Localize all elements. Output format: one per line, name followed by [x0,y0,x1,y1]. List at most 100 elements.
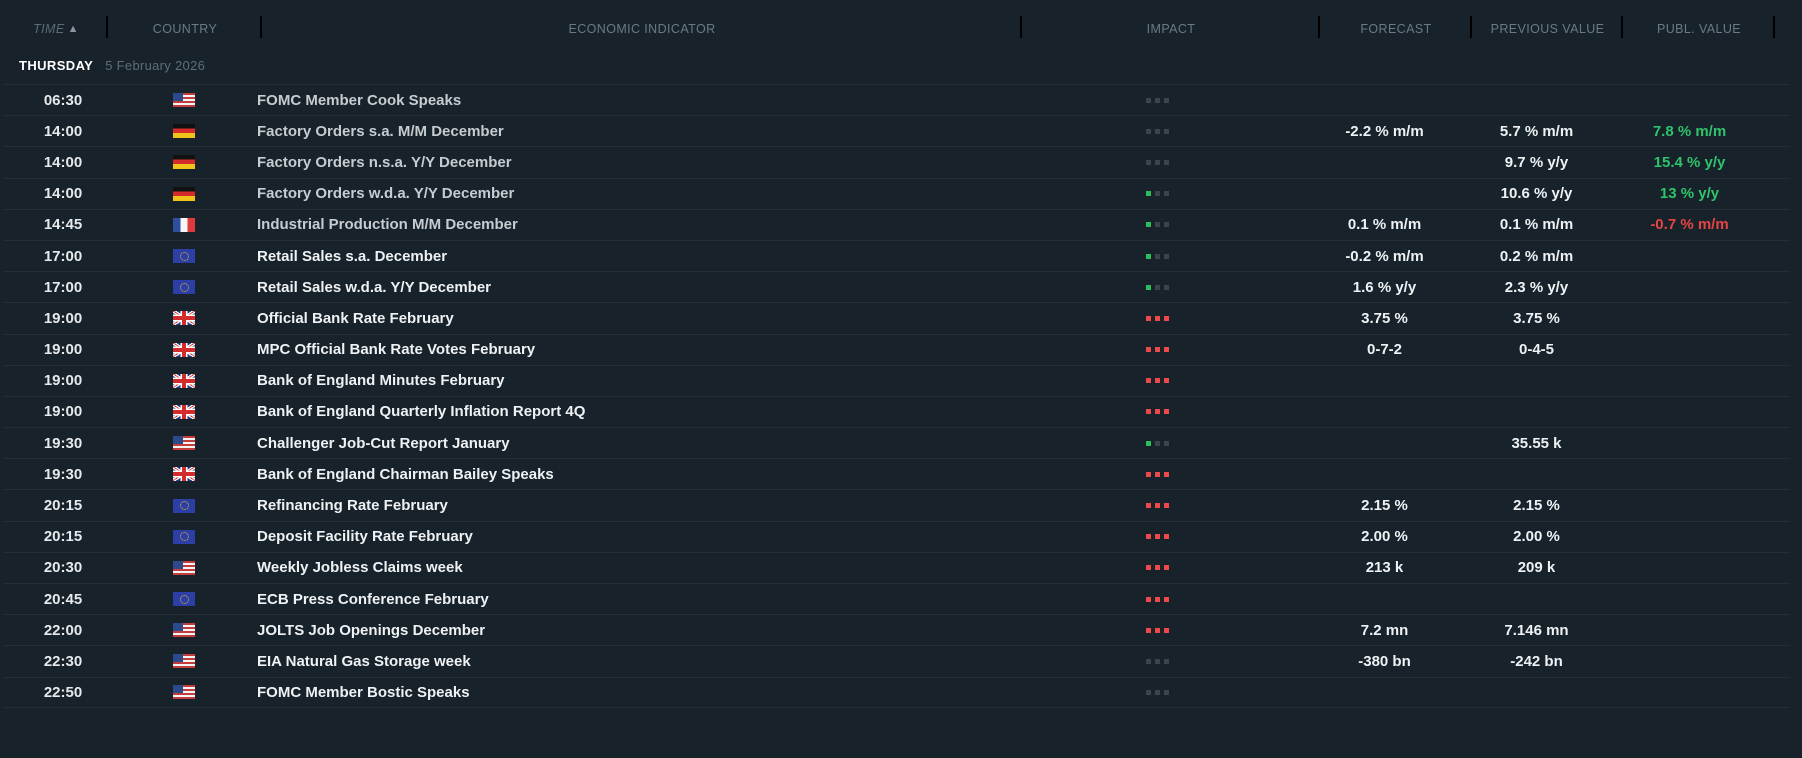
country-cell [172,490,196,520]
event-indicator-name[interactable]: Weekly Jobless Claims week [257,559,463,577]
impact-cell [1146,303,1186,333]
event-indicator-name[interactable]: Bank of England Quarterly Inflation Repo… [257,403,586,421]
previous-value [1459,584,1614,614]
table-row[interactable]: 19:00 Official Bank Rate February 3.75 %… [4,302,1790,333]
column-header-country[interactable]: COUNTRY [108,12,262,46]
previous-value: 3.75 % [1513,309,1560,327]
event-indicator-name[interactable]: Retail Sales w.d.a. Y/Y December [257,278,492,296]
column-header-published[interactable]: PUBL. VALUE [1623,12,1775,46]
table-row[interactable]: 22:50 FOMC Member Bostic Speaks [4,676,1790,708]
event-indicator-name[interactable]: MPC Official Bank Rate Votes February [257,341,536,359]
previous-value: 2.3 % y/y [1504,278,1569,296]
forecast-value: 7.2 mn [1360,621,1409,639]
table-row[interactable]: 14:00 Factory Orders w.d.a. Y/Y December… [4,177,1790,209]
column-header-previous[interactable]: PREVIOUS VALUE [1472,12,1623,46]
previous-value: 209 k [1517,559,1556,577]
event-time: 14:45 [43,216,83,234]
event-indicator-name[interactable]: Factory Orders w.d.a. Y/Y December [257,185,515,203]
table-row[interactable]: 19:30 Challenger Job-Cut Report January … [4,427,1790,458]
column-resize-handle[interactable] [106,16,108,38]
impact-indicator-icon [1146,97,1169,103]
forecast-value: 213 k [1365,559,1404,577]
impact-indicator-icon [1146,658,1169,664]
event-indicator-name[interactable]: Refinancing Rate February [257,497,448,515]
impact-cell [1146,210,1186,240]
previous-value: 0-4-5 [1518,341,1555,359]
table-row[interactable]: 22:30 EIA Natural Gas Storage week -380 … [4,645,1790,676]
column-resize-handle[interactable] [1470,16,1472,38]
event-indicator-name[interactable]: Factory Orders n.s.a. Y/Y December [257,153,512,171]
column-resize-handle[interactable] [1773,16,1775,38]
event-time: 17:00 [43,278,83,296]
event-indicator-name[interactable]: Official Bank Rate February [257,309,454,327]
event-indicator-name[interactable]: Factory Orders s.a. M/M December [257,122,504,140]
event-indicator-name[interactable]: Deposit Facility Rate February [257,528,473,546]
country-cell [172,584,196,614]
event-time: 19:30 [43,465,83,483]
event-indicator-name[interactable]: Bank of England Chairman Bailey Speaks [257,465,554,483]
country-cell [172,366,196,396]
flag-gb-icon [173,404,195,419]
table-row[interactable]: 06:30 FOMC Member Cook Speaks [4,84,1790,115]
time-header-label: TIME [33,22,65,36]
event-time: 19:00 [43,403,83,421]
forecast-value [1307,147,1462,177]
table-row[interactable]: 20:15 Deposit Facility Rate February 2.0… [4,520,1790,552]
flag-us-icon [173,685,195,700]
flag-us-icon [173,93,195,108]
event-indicator-name[interactable]: Industrial Production M/M December [257,216,518,234]
event-indicator-name[interactable]: ECB Press Conference February [257,590,489,608]
table-row[interactable]: 14:00 Factory Orders s.a. M/M December -… [4,115,1790,146]
event-indicator-name[interactable]: Bank of England Minutes February [257,372,505,390]
forecast-value [1307,85,1462,115]
table-row[interactable]: 19:00 Bank of England Minutes February [4,364,1790,396]
table-row[interactable]: 19:00 MPC Official Bank Rate Votes Febru… [4,333,1790,365]
table-row[interactable]: 20:45 ECB Press Conference February [4,583,1790,614]
column-header-time[interactable]: TIME ▲ [4,12,108,46]
table-row[interactable]: 14:45 Industrial Production M/M December… [4,208,1790,240]
table-row[interactable]: 22:00 JOLTS Job Openings December 7.2 mn… [4,614,1790,645]
table-row[interactable]: 20:30 Weekly Jobless Claims week 213 k 2… [4,551,1790,583]
impact-cell [1146,85,1186,115]
previous-value: 10.6 % y/y [1500,185,1573,203]
forecast-value [1307,366,1462,396]
event-time: 19:00 [43,372,83,390]
column-resize-handle[interactable] [1621,16,1623,38]
impact-indicator-icon [1146,284,1169,290]
table-row[interactable]: 20:15 Refinancing Rate February 2.15 % 2… [4,489,1790,520]
indicator-header-label: ECONOMIC INDICATOR [568,22,716,36]
country-cell [172,615,196,645]
event-indicator-name[interactable]: Retail Sales s.a. December [257,247,448,265]
table-row[interactable]: 17:00 Retail Sales w.d.a. Y/Y December 1… [4,271,1790,302]
table-row[interactable]: 14:00 Factory Orders n.s.a. Y/Y December… [4,146,1790,177]
event-indicator-name[interactable]: EIA Natural Gas Storage week [257,652,471,670]
event-indicator-name[interactable]: FOMC Member Bostic Speaks [257,683,470,701]
event-time: 06:30 [43,91,83,109]
table-row[interactable]: 19:30 Bank of England Chairman Bailey Sp… [4,458,1790,489]
event-time: 22:50 [43,683,83,701]
flag-de-icon [173,155,195,170]
column-header-impact[interactable]: IMPACT [1022,12,1320,46]
table-header: TIME ▲ COUNTRY ECONOMIC INDICATOR IMPACT… [4,12,1790,46]
column-resize-handle[interactable] [260,16,262,38]
event-indicator-name[interactable]: JOLTS Job Openings December [257,621,486,639]
event-indicator-name[interactable]: Challenger Job-Cut Report January [257,434,510,452]
event-indicator-name[interactable]: FOMC Member Cook Speaks [257,91,462,109]
impact-indicator-icon [1146,315,1169,321]
event-time: 17:00 [43,247,83,265]
impact-cell [1146,241,1186,271]
previous-value: 2.15 % [1513,497,1560,515]
flag-eu-icon [173,529,195,544]
flag-us-icon [173,560,195,575]
column-header-indicator[interactable]: ECONOMIC INDICATOR [262,12,1022,46]
forecast-value [1307,678,1462,707]
column-resize-handle[interactable] [1318,16,1320,38]
table-row[interactable]: 19:00 Bank of England Quarterly Inflatio… [4,395,1790,427]
column-resize-handle[interactable] [1020,16,1022,38]
forecast-value [1307,584,1462,614]
table-row[interactable]: 17:00 Retail Sales s.a. December -0.2 % … [4,239,1790,271]
forecast-value: -380 bn [1358,652,1411,670]
impact-indicator-icon [1146,409,1169,415]
column-header-forecast[interactable]: FORECAST [1320,12,1472,46]
